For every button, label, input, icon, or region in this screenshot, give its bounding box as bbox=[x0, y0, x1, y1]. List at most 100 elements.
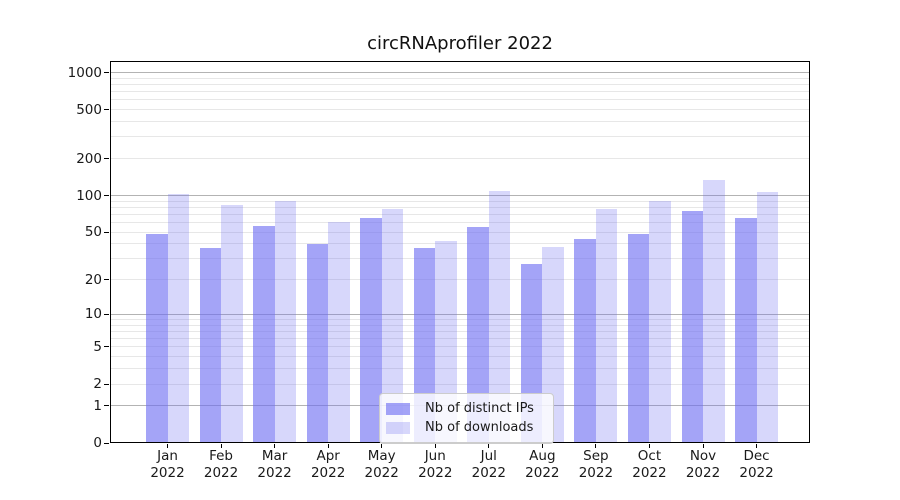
y-tick-label: 10 bbox=[84, 306, 102, 323]
gridline-minor bbox=[110, 319, 810, 321]
y-tick-label: 0 bbox=[93, 435, 102, 451]
x-tick-label: Dec 2022 bbox=[739, 448, 774, 481]
bar-distinct-ips bbox=[306, 243, 329, 443]
x-tick-label: Sep 2022 bbox=[578, 448, 614, 481]
y-tick-mark bbox=[104, 279, 109, 281]
x-tick-mark bbox=[756, 444, 758, 448]
bar-downloads bbox=[595, 208, 618, 443]
y-tick-label: 5 bbox=[93, 338, 102, 355]
y-tick-mark bbox=[104, 231, 109, 233]
x-tick-mark bbox=[595, 444, 597, 448]
x-tick-label: Jan 2022 bbox=[150, 448, 185, 481]
legend: Nb of distinct IPs Nb of downloads bbox=[379, 393, 554, 444]
x-tick-mark bbox=[381, 444, 383, 448]
bar-distinct-ips bbox=[360, 218, 382, 443]
bar-downloads bbox=[756, 192, 779, 443]
x-tick-label: May 2022 bbox=[364, 448, 399, 481]
bar-downloads bbox=[488, 191, 511, 443]
y-tick-mark bbox=[104, 346, 109, 348]
x-tick-mark bbox=[702, 444, 704, 448]
gridline-minor bbox=[110, 231, 810, 233]
y-tick-mark bbox=[104, 313, 109, 315]
bar-downloads bbox=[703, 179, 725, 443]
x-tick-mark bbox=[541, 444, 543, 448]
bar-downloads bbox=[435, 241, 457, 443]
x-tick-label: Nov 2022 bbox=[685, 448, 721, 481]
bar-distinct-ips bbox=[574, 238, 596, 443]
gridline-minor bbox=[110, 99, 810, 101]
x-tick-label: Jun 2022 bbox=[418, 448, 453, 481]
gridline-minor bbox=[110, 330, 810, 332]
gridline-minor bbox=[110, 338, 810, 340]
x-tick-label: Apr 2022 bbox=[310, 448, 346, 481]
gridline-minor bbox=[110, 206, 810, 208]
legend-label-distinct-ips: Nb of distinct IPs bbox=[425, 401, 534, 416]
x-tick-label: Jul 2022 bbox=[471, 448, 506, 481]
bar-downloads bbox=[649, 200, 671, 443]
gridline-minor bbox=[110, 200, 810, 202]
y-tick-label: 100 bbox=[76, 187, 102, 204]
y-tick-mark bbox=[104, 383, 109, 385]
legend-item-distinct-ips: Nb of distinct IPs bbox=[386, 399, 545, 418]
legend-swatch-downloads bbox=[386, 421, 410, 434]
y-tick-mark bbox=[104, 109, 109, 111]
bar-downloads bbox=[274, 200, 297, 443]
gridline-minor bbox=[110, 356, 810, 358]
gridline-minor bbox=[110, 77, 810, 79]
x-tick-label: Oct 2022 bbox=[632, 448, 667, 481]
bar-downloads bbox=[381, 209, 404, 443]
bar-downloads bbox=[167, 194, 189, 443]
y-tick-label: 50 bbox=[84, 224, 102, 241]
gridline-minor bbox=[110, 213, 810, 215]
y-tick-label: 1 bbox=[93, 397, 102, 414]
bar-distinct-ips bbox=[199, 247, 222, 443]
legend-swatch-distinct-ips bbox=[386, 402, 410, 415]
x-tick-label: Aug 2022 bbox=[525, 448, 560, 481]
gridline-minor bbox=[110, 109, 810, 111]
gridline-minor bbox=[110, 136, 810, 138]
gridline-minor bbox=[110, 324, 810, 326]
x-tick-mark bbox=[434, 444, 436, 448]
gridline-minor bbox=[110, 222, 810, 224]
gridline-minor bbox=[110, 258, 810, 260]
gridline-minor bbox=[110, 121, 810, 123]
gridline-minor bbox=[110, 243, 810, 245]
gridline-minor bbox=[110, 368, 810, 370]
gridline-minor bbox=[110, 383, 810, 385]
y-tick-mark bbox=[104, 442, 109, 444]
x-tick-mark bbox=[167, 444, 168, 448]
gridline-minor bbox=[110, 83, 810, 85]
x-tick-mark bbox=[648, 444, 650, 448]
gridline-major bbox=[110, 72, 810, 74]
x-tick-mark bbox=[327, 444, 329, 448]
bar-distinct-ips bbox=[627, 234, 650, 443]
bar-distinct-ips bbox=[253, 226, 275, 443]
chart-title: circRNAprofiler 2022 bbox=[367, 33, 553, 54]
bar-distinct-ips bbox=[681, 211, 703, 443]
bar-downloads bbox=[221, 205, 243, 443]
gridline-minor bbox=[110, 346, 810, 348]
y-tick-label: 500 bbox=[76, 101, 102, 118]
x-tick-mark bbox=[220, 444, 222, 448]
gridline-minor bbox=[110, 91, 810, 93]
y-tick-label: 1000 bbox=[67, 64, 102, 81]
x-tick-mark bbox=[488, 444, 490, 448]
legend-label-downloads: Nb of downloads bbox=[425, 420, 534, 435]
x-tick-mark bbox=[274, 444, 276, 448]
bar-downloads bbox=[328, 221, 350, 443]
gridline-major bbox=[110, 313, 810, 315]
bar-distinct-ips bbox=[467, 227, 489, 443]
gridline-minor bbox=[110, 279, 810, 281]
gridline-minor bbox=[110, 158, 810, 160]
y-tick-label: 20 bbox=[84, 271, 102, 288]
y-tick-mark bbox=[104, 405, 109, 407]
y-tick-mark bbox=[104, 158, 109, 160]
y-tick-label: 2 bbox=[93, 376, 102, 393]
bar-distinct-ips bbox=[735, 217, 757, 443]
plot-area: Nb of distinct IPs Nb of downloads bbox=[110, 61, 810, 444]
gridline-major bbox=[110, 195, 810, 197]
x-tick-label: Mar 2022 bbox=[257, 448, 292, 481]
legend-item-downloads: Nb of downloads bbox=[386, 418, 545, 437]
bar-distinct-ips bbox=[146, 234, 168, 443]
